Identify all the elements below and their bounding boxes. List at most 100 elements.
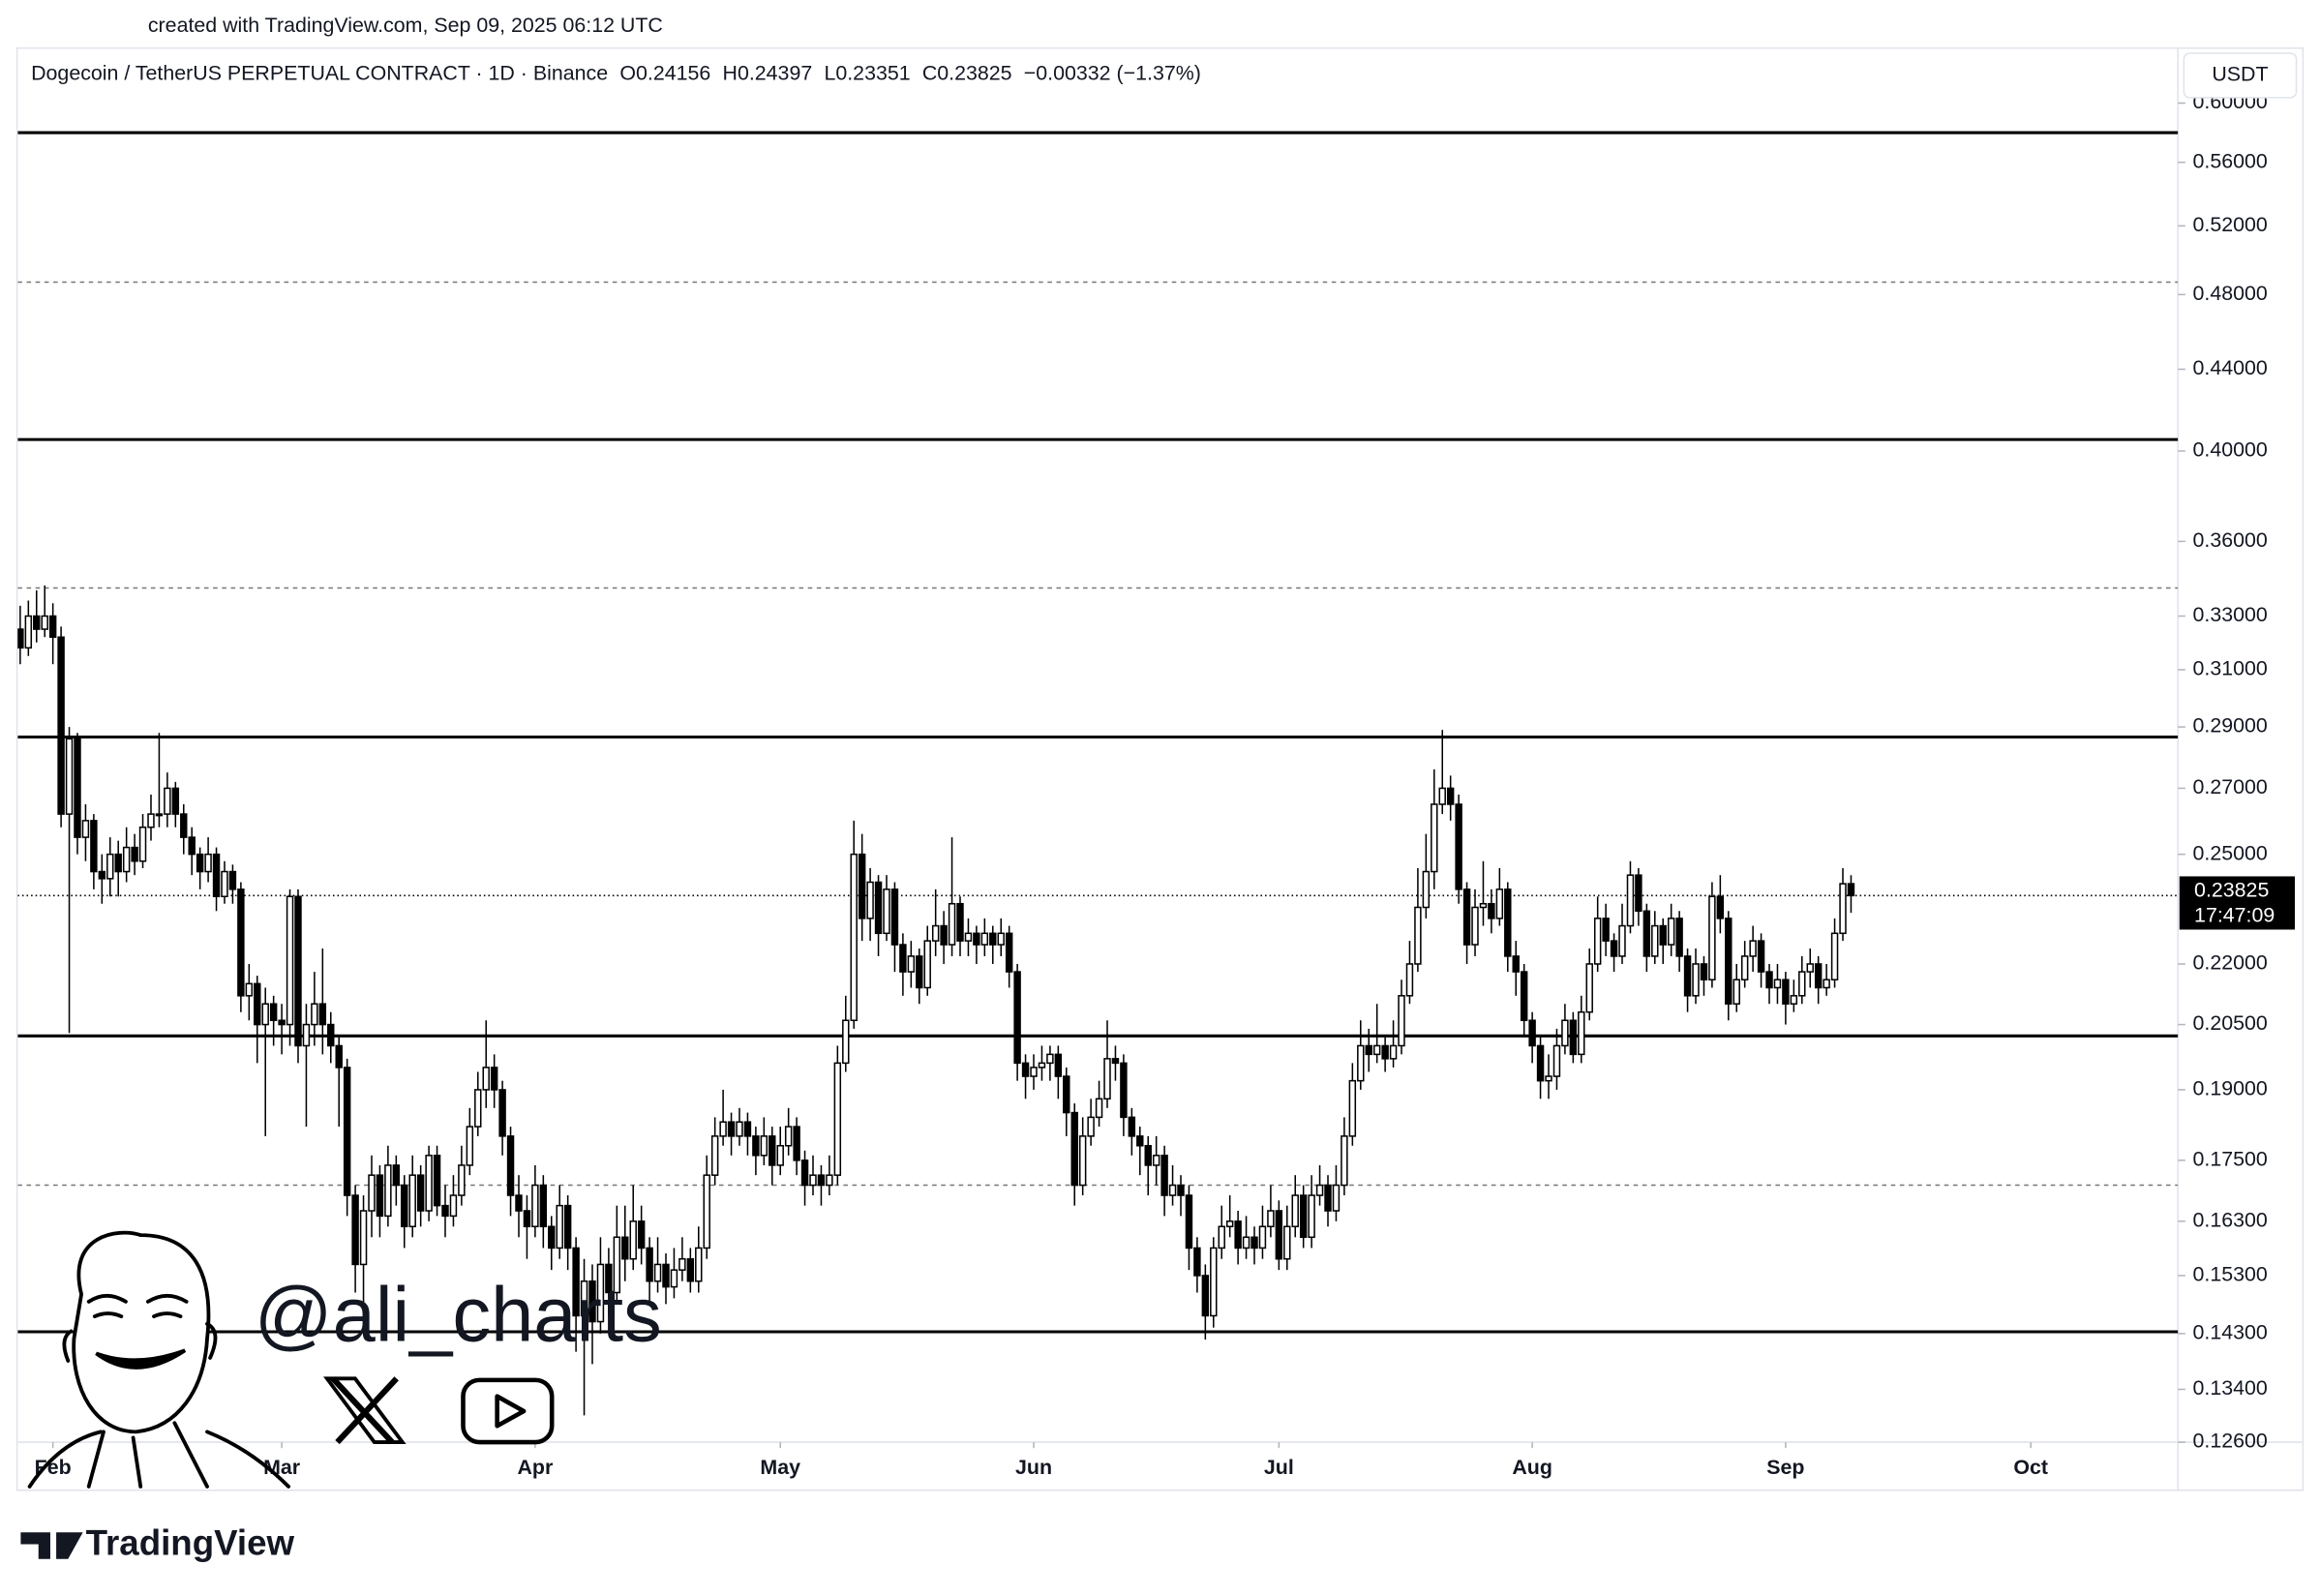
symbol-legend: Dogecoin / TetherUS PERPETUAL CONTRACT ·… — [31, 61, 1201, 84]
candle-body — [269, 1003, 278, 1022]
candle-body — [318, 1003, 327, 1026]
y-tick-label: 0.16300 — [2193, 1208, 2268, 1231]
candle-body — [588, 1280, 596, 1323]
candle-body — [1806, 963, 1814, 973]
candle-body — [204, 853, 212, 873]
x-icon — [323, 1376, 407, 1445]
candle-body — [703, 1174, 710, 1250]
candle-body — [1389, 1044, 1398, 1060]
candle-body — [1773, 979, 1782, 989]
candle-body — [890, 888, 899, 946]
candle-body — [973, 932, 980, 946]
candle-body — [131, 846, 138, 862]
candle-body — [916, 955, 923, 989]
candle-body — [1561, 1019, 1569, 1047]
y-tick-label: 0.25000 — [2193, 841, 2268, 864]
candle-body — [1667, 918, 1675, 946]
candle-body — [899, 944, 907, 973]
created-note: created with TradingView.com, Sep 09, 20… — [148, 14, 663, 37]
y-tick-label: 0.36000 — [2193, 528, 2268, 552]
candle-body — [433, 1155, 441, 1207]
candle-body — [1479, 902, 1488, 909]
candle-body — [1038, 1062, 1046, 1069]
x-tick-label: Jul — [1264, 1456, 1294, 1479]
candle-body — [1823, 979, 1830, 989]
candle-body — [441, 1204, 449, 1218]
candle-body — [1225, 1220, 1234, 1228]
candle-body — [1078, 1135, 1087, 1187]
candle-body — [1732, 979, 1740, 1005]
candle-body — [1700, 963, 1708, 981]
candle-body — [1790, 995, 1798, 1005]
candle-body — [164, 787, 171, 815]
ohlc-open: O0.24156 — [619, 61, 710, 84]
candle-body — [646, 1247, 653, 1282]
candle-body — [359, 1210, 368, 1266]
candle-body — [1431, 803, 1438, 873]
candle-body — [376, 1174, 384, 1218]
candle-body — [490, 1067, 498, 1091]
candle-body — [171, 787, 180, 815]
candle-body — [1692, 963, 1700, 997]
candle-body — [48, 615, 57, 639]
candle-body — [1308, 1194, 1315, 1239]
candle-body — [466, 1126, 474, 1166]
candle-body — [327, 1023, 335, 1047]
candle-body — [1512, 955, 1520, 973]
candle-body — [1242, 1236, 1250, 1250]
candle-body — [1144, 1145, 1152, 1166]
candle-body — [1814, 963, 1823, 989]
candle-body — [90, 820, 98, 873]
candle-body — [155, 813, 164, 817]
tradingview-logo: TradingView — [20, 1523, 295, 1563]
candle-body — [539, 1184, 548, 1228]
candle-body — [212, 853, 221, 898]
candle-body — [1552, 1044, 1561, 1077]
candle-body — [1030, 1067, 1038, 1077]
y-tick-label: 0.17500 — [2193, 1147, 2268, 1170]
y-tick-label: 0.29000 — [2193, 714, 2268, 738]
candle-body — [1536, 1044, 1545, 1082]
candle-body — [1193, 1247, 1201, 1277]
candle-body — [613, 1236, 621, 1294]
candle-body — [1414, 906, 1422, 965]
candle-body — [948, 902, 956, 946]
candle-body — [670, 1269, 678, 1288]
candle-body — [695, 1247, 703, 1282]
candle-body — [1021, 1062, 1030, 1077]
candle-body — [989, 932, 997, 946]
y-tick-label: 0.27000 — [2193, 775, 2268, 798]
currency[interactable]: USDT — [2212, 63, 2268, 86]
candle-body — [1120, 1062, 1128, 1119]
candle-body — [449, 1194, 458, 1218]
candle-body — [196, 853, 204, 873]
candle-body — [401, 1184, 408, 1228]
candle-body — [1087, 1116, 1095, 1137]
candle-body — [629, 1220, 637, 1260]
candle-body — [1462, 888, 1471, 946]
candle-body — [1675, 918, 1683, 957]
candle-body — [17, 628, 24, 649]
candle-body — [736, 1121, 743, 1137]
currency-box[interactable] — [2183, 52, 2298, 99]
candle-body — [81, 820, 90, 838]
y-tick-label: 0.56000 — [2193, 149, 2268, 172]
candle-body — [662, 1263, 670, 1288]
candle-body — [474, 1089, 482, 1128]
candle-body — [1054, 1053, 1063, 1077]
candle-body — [1593, 918, 1602, 965]
candle-body — [1446, 787, 1455, 805]
candle-body — [1520, 971, 1528, 1022]
chart-frame — [15, 46, 2305, 1491]
candle-body — [1847, 883, 1855, 897]
y-tick-label: 0.31000 — [2193, 657, 2268, 680]
candle-body — [1372, 1044, 1381, 1056]
candle-body — [1168, 1184, 1177, 1196]
candle-body — [1602, 918, 1610, 942]
candle-body — [531, 1184, 539, 1228]
candle-body — [1365, 1044, 1372, 1056]
candle-body — [1070, 1111, 1078, 1187]
candle-body — [1471, 906, 1479, 946]
candle-body — [335, 1044, 343, 1069]
